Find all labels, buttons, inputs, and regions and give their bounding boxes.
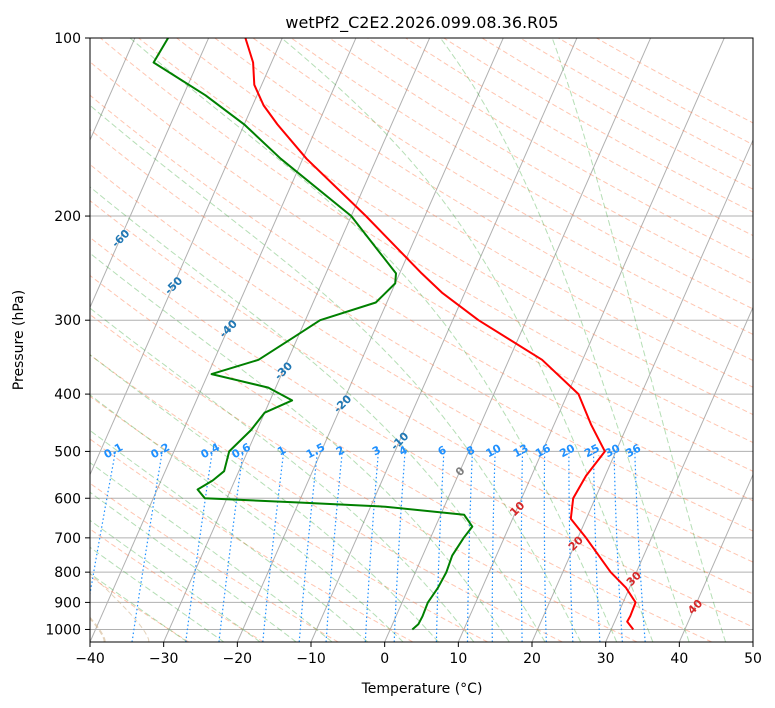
moist-adiabat — [90, 462, 333, 642]
temperature-profile-line — [244, 38, 637, 631]
mixing-ratio-lines — [90, 451, 646, 642]
x-tick-label: 50 — [744, 651, 762, 667]
mixing-ratio-label: 10 — [484, 441, 504, 460]
x-tick-label: −30 — [149, 651, 179, 667]
x-tick-label: −40 — [75, 651, 105, 667]
moist-adiabat — [90, 519, 261, 642]
isotherm-gridline — [90, 38, 357, 642]
chart-title: wetPf2_C2E2.2026.099.08.36.R05 — [285, 13, 558, 33]
isotherm-gridline — [236, 38, 504, 642]
dry-adiabat — [90, 482, 339, 642]
axes-frame — [89, 37, 754, 643]
y-tick-label: 400 — [54, 387, 81, 403]
mixing-ratio-line — [262, 451, 285, 642]
moist-adiabat — [90, 572, 188, 642]
dry-adiabat — [90, 313, 638, 642]
dry-adiabat — [90, 199, 753, 595]
mixing-ratio-label: 30 — [603, 441, 623, 460]
mixing-ratio-label: 25 — [582, 442, 602, 461]
moist-adiabat — [281, 38, 654, 642]
dry-adiabat — [90, 528, 264, 642]
isotherm-gridline — [678, 473, 753, 642]
x-tick-label: 20 — [523, 651, 541, 667]
profile-series — [152, 38, 637, 631]
isotherm-gridline — [90, 38, 210, 309]
x-tick-label: 10 — [449, 651, 467, 667]
dry-adiabat — [252, 38, 753, 335]
isotherm-gridline — [163, 38, 431, 642]
isotherm-gridline — [457, 38, 725, 642]
isotherm-gridline — [605, 306, 753, 642]
x-tick-label: 40 — [670, 651, 688, 667]
moist-adiabat — [129, 38, 618, 642]
dry-adiabat — [90, 94, 753, 502]
x-axis-ticks: −40 −30 −20 −10 0 10 20 30 40 50 — [75, 642, 762, 667]
isotherm-gridline — [384, 38, 652, 642]
dry-adiabat — [90, 274, 712, 642]
moist-adiabats — [90, 38, 727, 642]
moist-adiabat — [551, 38, 727, 642]
y-axis-ticks: 100 200 300 400 500 600 700 800 900 1000 — [45, 31, 90, 638]
x-tick-label: 0 — [380, 651, 389, 667]
mixing-ratio-label: 36 — [623, 441, 643, 460]
isotherm-gridline — [90, 38, 283, 476]
isotherm-gridline — [310, 38, 578, 642]
dry-adiabat — [90, 395, 488, 642]
dry-adiabat — [99, 38, 753, 444]
y-tick-label: 100 — [54, 31, 81, 47]
dry-adiabat — [90, 236, 753, 628]
dry-adiabat — [213, 38, 753, 362]
moist-adiabat — [90, 252, 510, 642]
mixing-ratio-line — [185, 451, 213, 642]
isotherm-gridline — [90, 38, 136, 142]
y-tick-label: 900 — [54, 595, 81, 611]
y-tick-label: 600 — [54, 491, 81, 507]
mixing-ratio-line — [298, 451, 319, 642]
y-tick-label: 1000 — [45, 622, 81, 638]
moist-adiabat — [90, 546, 225, 642]
y-tick-label: 800 — [54, 565, 81, 581]
moist-adiabat — [90, 104, 582, 642]
mixing-ratio-line — [131, 451, 163, 642]
moist-adiabat — [439, 38, 690, 642]
dry-adiabat — [137, 38, 753, 416]
y-axis-label: Pressure (hPa) — [11, 290, 27, 390]
moist-adiabat — [90, 186, 546, 642]
dry-adiabat — [90, 163, 753, 563]
x-tick-label: −10 — [296, 651, 326, 667]
mixing-ratio-label: 13 — [511, 442, 531, 461]
dry-adiabats — [90, 38, 753, 642]
x-axis-label: Temperature (°C) — [361, 681, 483, 697]
mixing-ratio-line — [218, 451, 244, 642]
mixing-ratio-label: 16 — [533, 441, 553, 460]
moist-adiabat — [90, 394, 404, 642]
x-tick-label: 30 — [597, 651, 615, 667]
y-tick-label: 200 — [54, 209, 81, 225]
moist-adiabat — [90, 429, 369, 642]
moist-adiabat — [90, 307, 475, 642]
moist-adiabat — [90, 354, 439, 642]
dry-adiabat — [328, 38, 753, 285]
dry-adiabat — [290, 38, 753, 310]
y-tick-label: 300 — [54, 313, 81, 329]
dewpoint-profile-line — [152, 38, 474, 631]
y-tick-label: 700 — [54, 531, 81, 547]
x-tick-label: −20 — [223, 651, 253, 667]
mixing-ratio-label: 20 — [557, 441, 577, 460]
dry-adiabat — [90, 61, 753, 472]
grid-lines — [90, 38, 753, 642]
dry-adiabat — [175, 38, 753, 388]
dry-adiabat — [90, 438, 414, 642]
y-tick-label: 500 — [54, 444, 81, 460]
